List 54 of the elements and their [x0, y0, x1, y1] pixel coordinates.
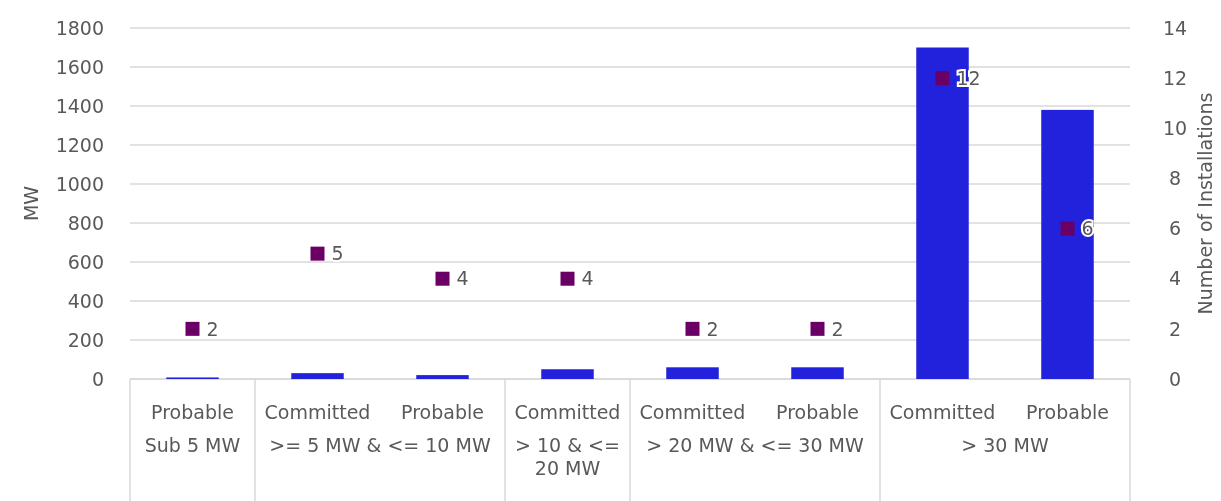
- point: [810, 321, 825, 336]
- point: [1060, 221, 1075, 236]
- y2-tick-label: 12: [1162, 66, 1188, 89]
- data-label: 5: [331, 242, 344, 265]
- text: > 30 MW: [961, 433, 1049, 456]
- point: [435, 271, 450, 286]
- y-tick-label: 1000: [55, 172, 104, 195]
- y2-axis-title: Number of Installations: [1194, 92, 1216, 315]
- x-tick-label: Committed: [514, 400, 621, 423]
- text: >= 5 MW & <= 10 MW: [269, 433, 491, 456]
- point: [310, 246, 325, 261]
- y2-tick-label: 4: [1168, 267, 1182, 290]
- y2-tick-label: 14: [1162, 16, 1188, 39]
- y-tick-label: 0: [91, 367, 104, 390]
- y2-tick-label: 10: [1162, 116, 1188, 139]
- bar: [541, 369, 594, 379]
- x-tick-label: Committed: [889, 400, 996, 423]
- point: [185, 321, 200, 336]
- data-label: 4: [456, 267, 469, 290]
- point: [560, 271, 575, 286]
- x-tick-label: Probable: [776, 400, 859, 423]
- data-label: 2: [831, 317, 844, 340]
- text: > 10 & <= 20 MW: [515, 433, 620, 480]
- y-tick-label: 600: [67, 250, 104, 273]
- y2-tick-label: 0: [1168, 367, 1182, 390]
- data-label: 2: [206, 317, 219, 340]
- y-tick-label: 400: [67, 289, 104, 312]
- x-tick-label: Probable: [401, 400, 484, 423]
- y2-tick-label: 2: [1168, 317, 1182, 340]
- point: [685, 321, 700, 336]
- y-tick-label: 1200: [55, 133, 104, 156]
- data-label: 2: [706, 317, 719, 340]
- y2-tick-label: 6: [1168, 217, 1182, 240]
- data-label: 6: [1081, 217, 1094, 240]
- y-tick-label: 1600: [55, 55, 104, 78]
- x-tick-label: Committed: [639, 400, 746, 423]
- bar: [791, 367, 844, 379]
- y2-tick-label: 8: [1168, 167, 1182, 190]
- y-tick-label: 800: [67, 211, 104, 234]
- x-tick-label: Probable: [1026, 400, 1109, 423]
- text: Sub 5 MW: [144, 433, 241, 456]
- y-tick-label: 200: [67, 328, 104, 351]
- bar: [291, 373, 344, 379]
- point: [935, 71, 950, 86]
- y-tick-label: 1400: [55, 94, 104, 117]
- x-tick-label: Committed: [264, 400, 371, 423]
- bar: [666, 367, 719, 379]
- text: > 20 MW & <= 30 MW: [646, 433, 864, 456]
- y-tick-label: 1800: [55, 16, 104, 39]
- bar: [416, 375, 469, 379]
- y-axis-title: MW: [20, 185, 42, 222]
- x-tick-label: Probable: [151, 400, 234, 423]
- bar: [1041, 109, 1094, 379]
- data-label: 4: [581, 267, 594, 290]
